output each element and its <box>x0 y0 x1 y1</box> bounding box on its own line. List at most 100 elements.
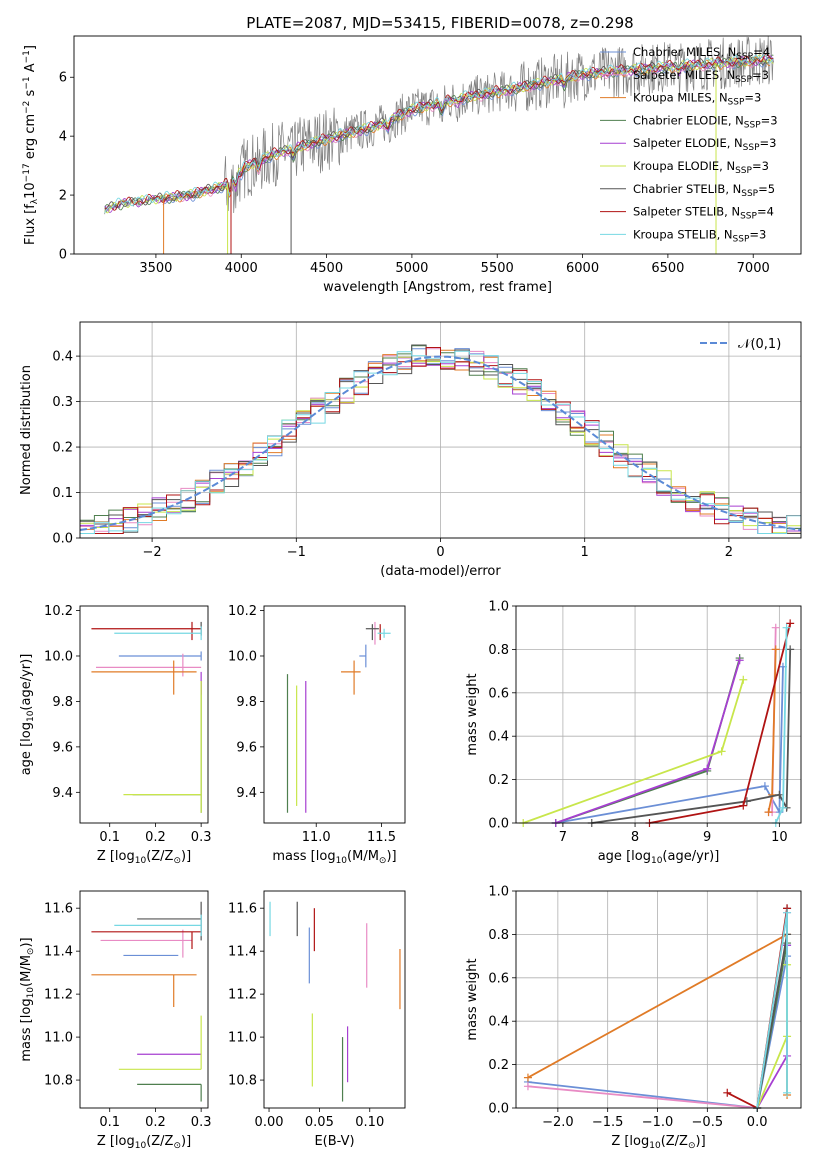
y-axis-label: age [log10(age/yr)] <box>19 654 36 776</box>
point-chabrier-elodie <box>137 1083 202 1102</box>
axes-frame <box>263 605 406 824</box>
y-tick-label: 0.3 <box>52 395 73 410</box>
y-tick-label: 11.4 <box>228 945 257 960</box>
weight-marker <box>782 623 791 632</box>
x-tick-label: −2 <box>143 545 162 560</box>
x-tick-label: 7 <box>559 830 567 845</box>
y-tick-label: 9.8 <box>52 695 73 710</box>
y-tick-label: 0.8 <box>488 928 509 943</box>
weight-marker <box>783 908 792 917</box>
x-tick-label: 0.00 <box>255 1115 284 1130</box>
weight-marker <box>739 801 748 810</box>
x-tick-label: 0.2 <box>145 830 166 845</box>
weight-line-kroupa-elodie <box>522 679 745 824</box>
y-tick-label: 11.4 <box>44 945 73 960</box>
legend-entry: Salpeter STELIB, NSSP=4 <box>633 205 774 222</box>
legend: 𝒩(0,1) <box>700 337 781 352</box>
axes-frame <box>79 890 209 1109</box>
x-axis-label: Z [log10(Z/Z⊙)] <box>97 849 191 866</box>
weight-line-salpeter-elodie <box>555 660 741 824</box>
mass-weight-vs-metallicity-panel: −2.0 −1.5 −1.0 −0.5 0.0 0.0 0.2 0.4 0.6 0.8 1.0 Z [… <box>465 885 802 1151</box>
point-kroupa-elodie <box>123 680 202 813</box>
y-tick-label: 0.4 <box>488 730 509 745</box>
legend-entry: Kroupa ELODIE, NSSP=3 <box>633 159 769 176</box>
weight-marker <box>771 623 780 632</box>
legend-entry: Kroupa STELIB, NSSP=3 <box>633 227 766 244</box>
y-tick-label: 9.8 <box>236 695 257 710</box>
legend-entry: Kroupa MILES, NSSP=3 <box>633 91 761 108</box>
y-tick-label: 10.0 <box>228 649 257 664</box>
x-tick-label: −2.0 <box>542 1115 574 1130</box>
y-tick-label: 11.6 <box>228 902 257 917</box>
x-tick-label: 2 <box>725 545 733 560</box>
x-tick-label: 0.0 <box>747 1115 768 1130</box>
model-spectrum-salpeter-miles <box>162 55 771 206</box>
x-axis-label: age [log10(age/yr)] <box>598 849 720 866</box>
x-tick-label: 0.1 <box>99 830 120 845</box>
weight-marker <box>739 675 748 684</box>
weight-marker <box>771 645 780 654</box>
spectrum-panel: 3500 4000 4500 5000 5500 6000 6500 7000 0 2 4 6 wave… <box>22 35 802 295</box>
y-tick-label: 0.0 <box>488 1102 509 1117</box>
x-tick-label: 0.1 <box>99 1115 120 1130</box>
weight-line-chabrier-elodie <box>555 657 741 824</box>
y-tick-label: 0.2 <box>488 1058 509 1073</box>
x-tick-label: −1.5 <box>592 1115 624 1130</box>
x-tick-label: −1 <box>287 545 306 560</box>
axes-frame <box>263 890 406 1109</box>
point-salpeter-stelib <box>91 931 202 950</box>
x-axis-label: Z [log10(Z/Z⊙)] <box>611 1134 705 1151</box>
x-tick-label: 3500 <box>139 261 172 276</box>
model-spectrum-kroupa-stelib <box>104 54 774 213</box>
x-axis-label: (data-model)/error <box>380 564 501 579</box>
y-tick-label: 10.2 <box>44 604 73 619</box>
point-kroupa-stelib <box>114 626 202 641</box>
plot-area <box>269 901 401 1102</box>
mass-weight-vs-age-panel: 7 8 9 10 0.0 0.2 0.4 0.6 0.8 1.0 age [log10(age/yr… <box>465 600 802 866</box>
legend-entry: 𝒩(0,1) <box>738 337 781 352</box>
weight-marker <box>786 619 795 628</box>
plot-area <box>91 901 202 1102</box>
legend: Chabrier MILES, NSSP=4 Salpeter MILES, NS… <box>600 45 778 244</box>
x-tick-label: −0.5 <box>692 1115 724 1130</box>
point-chabrier-miles <box>118 651 202 661</box>
weight-line-kroupa-miles <box>767 649 777 813</box>
weight-marker <box>778 803 787 812</box>
y-tick-label: 0.2 <box>52 441 73 456</box>
age-vs-metallicity-panel: 0.1 0.2 0.3 9.4 9.6 9.8 10.0 10.2 Z [log10(Z/Z⊙)… <box>19 604 211 866</box>
y-axis-label: Normed distribution <box>19 365 34 495</box>
weight-marker <box>786 645 795 654</box>
x-axis-label: E(B-V) <box>314 1134 354 1149</box>
model-spectrum-salpeter-elodie <box>104 55 774 213</box>
plot-area <box>80 344 801 534</box>
histogram-kroupa-elodie <box>80 356 801 534</box>
y-tick-label: 10.0 <box>44 649 73 664</box>
model-spectrum-salpeter-stelib <box>104 53 774 211</box>
point-kroupa-miles <box>91 660 197 695</box>
y-axis-label: Flux [fλ10−17 erg cm−2 s−1 A−1] <box>22 45 40 245</box>
mass-vs-metallicity-panel: 0.1 0.2 0.3 10.8 11.0 11.2 11.4 11.6 Z [log10(Z/… <box>19 890 212 1151</box>
plot-area <box>523 904 792 1112</box>
y-tick-label: 9.6 <box>52 740 73 755</box>
weight-marker <box>764 808 773 817</box>
x-tick-label: 0.05 <box>305 1115 334 1130</box>
y-tick-label: 9.6 <box>236 740 257 755</box>
legend-entry: Chabrier MILES, NSSP=4 <box>633 45 770 62</box>
y-axis-label: mass [log10(M/M⊙)] <box>19 937 36 1061</box>
axes-frame <box>79 321 802 539</box>
y-tick-label: 1.0 <box>488 600 509 615</box>
legend-entry: Salpeter MILES, NSSP=3 <box>633 68 769 85</box>
x-tick-label: −1.0 <box>642 1115 674 1130</box>
y-tick-label: 10.8 <box>44 1074 73 1089</box>
y-tick-label: 10.2 <box>228 604 257 619</box>
histogram-kroupa-miles <box>80 349 801 534</box>
x-tick-label: 0.3 <box>191 1115 212 1130</box>
y-tick-label: 0.6 <box>488 971 509 986</box>
axes-frame <box>515 605 802 824</box>
x-tick-label: 8 <box>631 830 639 845</box>
y-tick-label: 11.2 <box>228 988 257 1003</box>
axes-frame <box>79 605 209 824</box>
y-tick-label: 0 <box>59 248 67 263</box>
y-tick-label: 0.0 <box>52 532 73 547</box>
